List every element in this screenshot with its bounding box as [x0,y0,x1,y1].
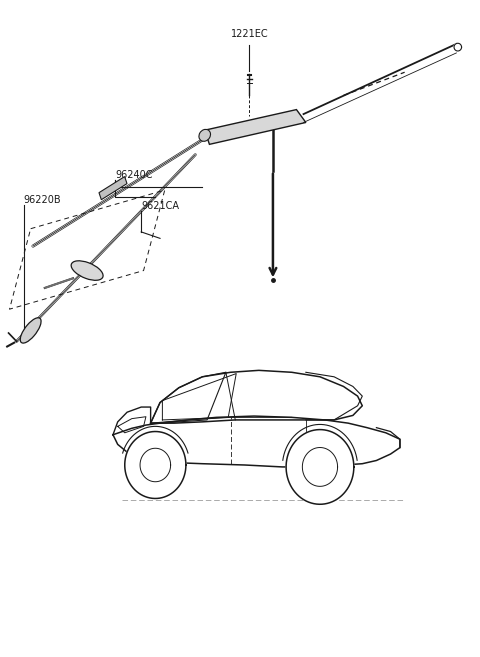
Polygon shape [454,43,462,51]
Polygon shape [286,430,354,505]
Polygon shape [125,432,186,499]
Polygon shape [99,177,127,200]
Text: 96220B: 96220B [24,194,61,205]
Ellipse shape [199,129,211,141]
Polygon shape [302,447,337,486]
Text: 9621CA: 9621CA [141,201,179,211]
Polygon shape [140,448,170,482]
Ellipse shape [20,318,41,343]
Ellipse shape [71,261,103,281]
Polygon shape [151,373,226,423]
Text: 1221EC: 1221EC [230,29,268,39]
Polygon shape [204,110,306,145]
Text: 96240C: 96240C [115,170,153,181]
